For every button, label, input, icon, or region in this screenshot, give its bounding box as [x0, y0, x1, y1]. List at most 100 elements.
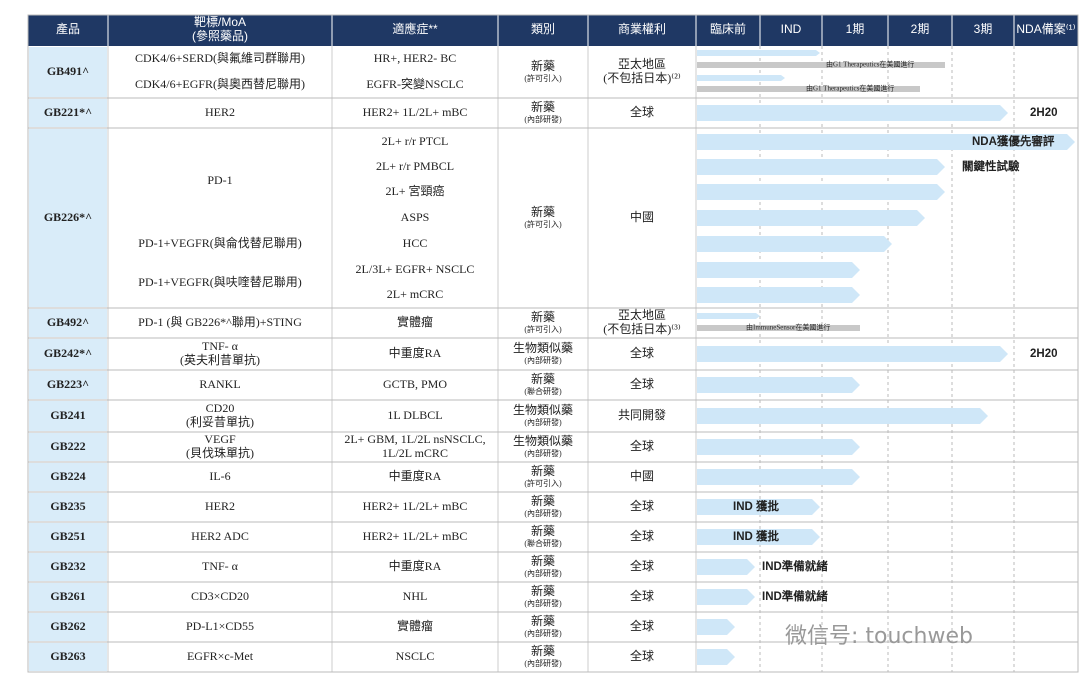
partner-note: 由G1 Therapeutics在美國進行 — [806, 84, 894, 93]
category: 新藥 — [531, 523, 555, 538]
header-label: IND — [781, 22, 802, 36]
category-sub: (內部研發) — [524, 355, 562, 365]
product-cell — [29, 493, 107, 521]
partner-bar — [697, 325, 860, 331]
progress-bar — [697, 236, 892, 252]
product: GB242*^ — [44, 346, 92, 360]
indication: 中重度RA — [389, 345, 442, 360]
header-label: 靶標/MoA — [194, 15, 246, 29]
header-label: 臨床前 — [710, 21, 746, 36]
indication: HCC — [403, 236, 428, 250]
target: VEGF — [204, 432, 236, 446]
category-sub: (內部研發) — [524, 568, 562, 578]
product: GB492^ — [47, 315, 89, 329]
indication: 2L+ 宮頸癌 — [385, 183, 444, 198]
product-cell — [29, 47, 107, 97]
category: 新藥 — [531, 204, 555, 219]
target: PD-1 — [207, 173, 232, 187]
progress-bar — [697, 619, 735, 635]
progress-bar — [697, 408, 988, 424]
product-cell — [29, 129, 107, 307]
category-sub: (內部研發) — [524, 658, 562, 668]
thin-bar — [697, 313, 760, 319]
indication: 2L+ r/r PTCL — [382, 134, 449, 148]
annotation: IND準備就緒 — [762, 589, 828, 603]
target: HER2 — [205, 499, 235, 513]
target: CD20 — [206, 401, 235, 415]
header-label: (參照藥品) — [192, 28, 248, 43]
indication: 實體瘤 — [397, 618, 433, 633]
progress-bar — [697, 559, 755, 575]
category: 新藥 — [531, 371, 555, 386]
product: GB251 — [50, 529, 85, 543]
category-sub: (內部研發) — [524, 508, 562, 518]
thin-bar — [697, 75, 785, 81]
watermark: 微信号: touchweb — [785, 624, 973, 649]
rights: 共同開發 — [618, 407, 666, 422]
indication: 中重度RA — [389, 468, 442, 483]
target: (利妥昔單抗) — [186, 414, 254, 429]
rights: 全球 — [630, 376, 654, 391]
rights: 全球 — [630, 618, 654, 633]
indication: ASPS — [401, 210, 430, 224]
target: RANKL — [199, 377, 240, 391]
target: CD3×CD20 — [191, 589, 249, 603]
progress-bar — [697, 287, 860, 303]
rights: (不包括日本)⁽³⁾ — [603, 321, 681, 336]
rights: 全球 — [630, 498, 654, 513]
target: (英夫利昔單抗) — [180, 352, 260, 367]
product-cell — [29, 463, 107, 491]
annotation: 2H20 — [1030, 107, 1058, 119]
progress-bar — [697, 105, 1008, 121]
category: 新藥 — [531, 643, 555, 658]
target: PD-L1×CD55 — [186, 619, 254, 633]
indication: NHL — [403, 589, 428, 603]
progress-bar — [697, 529, 820, 545]
header-label: 產品 — [56, 21, 80, 36]
product-cell — [29, 339, 107, 369]
product-cell — [29, 433, 107, 461]
target: IL-6 — [209, 469, 230, 483]
target: HER2 — [205, 105, 235, 119]
indication: 2L+ mCRC — [387, 287, 443, 301]
indication: 實體瘤 — [397, 314, 433, 329]
target: CDK4/6+SERD(與氟維司群聯用) — [135, 51, 305, 65]
progress-bar — [697, 134, 1075, 150]
product: GB261 — [50, 589, 85, 603]
indication: 1L DLBCL — [387, 408, 442, 422]
target: CDK4/6+EGFR(與奧西替尼聯用) — [135, 77, 305, 91]
category: 生物類似藥 — [513, 341, 573, 355]
indication: 2L/3L+ EGFR+ NSCLC — [356, 262, 475, 276]
product-cell — [29, 613, 107, 641]
category: 新藥 — [531, 309, 555, 324]
header-label: 3期 — [974, 22, 993, 36]
category: 新藥 — [531, 58, 555, 73]
category-sub: (聯合研發) — [524, 386, 562, 396]
target: HER2 ADC — [191, 529, 249, 543]
product: GB226*^ — [44, 210, 92, 224]
rights: 中國 — [630, 468, 654, 483]
rights: 全球 — [630, 528, 654, 543]
product: GB222 — [50, 439, 85, 453]
rights: 亞太地區 — [618, 307, 666, 322]
rights: 中國 — [630, 209, 654, 224]
progress-bar — [697, 649, 735, 665]
progress-bar — [697, 499, 820, 515]
progress-bar — [697, 184, 945, 200]
progress-bar — [697, 589, 755, 605]
partner-bar — [697, 62, 945, 68]
progress-bar — [697, 159, 945, 175]
rights: 全球 — [630, 345, 654, 360]
indication: HER2+ 1L/2L+ mBC — [363, 499, 468, 513]
category-sub: (內部研發) — [524, 598, 562, 608]
category-sub: (聯合研發) — [524, 538, 562, 548]
header-label: 適應症** — [392, 21, 438, 36]
header-label: 2期 — [911, 22, 930, 36]
product: GB262 — [50, 619, 85, 633]
rights: 亞太地區 — [618, 56, 666, 71]
target: PD-1+VEGFR(與呋喹替尼聯用) — [138, 274, 301, 289]
category-sub: (內部研發) — [524, 448, 562, 458]
product-cell — [29, 643, 107, 671]
rights: 全球 — [630, 588, 654, 603]
indication: HER2+ 1L/2L+ mBC — [363, 529, 468, 543]
